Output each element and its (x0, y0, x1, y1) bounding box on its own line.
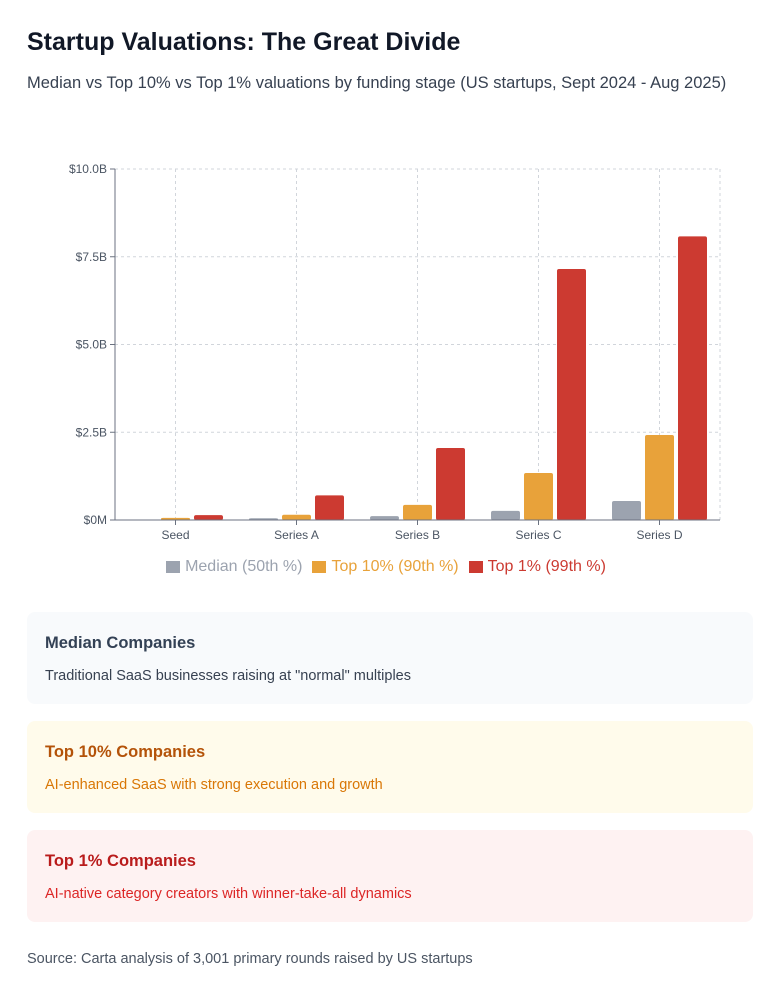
y-tick-label: $10.0B (69, 162, 107, 176)
x-tick-label: Seed (161, 528, 189, 542)
card-median: Median Companies Traditional SaaS busine… (27, 612, 753, 704)
source-note: Source: Carta analysis of 3,001 primary … (27, 951, 473, 967)
x-tick-label: Series C (515, 528, 561, 542)
bar-top-series-d (678, 236, 707, 520)
y-tick-label: $5.0B (76, 338, 107, 352)
bar-top-seed (194, 515, 223, 520)
card-title: Top 10% Companies (45, 743, 206, 761)
bar-top-series-c (557, 269, 586, 520)
legend-item-top1[interactable]: Top 1% (99th %) (468, 558, 606, 576)
bar-top-series-b (436, 448, 465, 520)
legend-item-median[interactable]: Median (50th %) (166, 558, 302, 576)
y-tick-label: $7.5B (76, 250, 107, 264)
bar-chart: $0M $2.5B $5.0B $7.5B $10.0B Seed Series A Seri… (69, 162, 721, 542)
x-tick-label: Series B (395, 528, 440, 542)
card-top10: Top 10% Companies AI-enhanced SaaS with … (27, 721, 753, 813)
bar-top-series-c (524, 472, 553, 520)
y-tick-label: $2.5B (76, 425, 107, 439)
legend-label: Top 1% (99th %) (487, 558, 606, 575)
bar-top-series-a (282, 514, 311, 520)
page-title: Startup Valuations: The Great Divide (27, 28, 461, 56)
bar-median-series-c (491, 510, 520, 520)
legend-swatch (312, 561, 327, 573)
legend-label: Median (50th %) (185, 558, 303, 575)
page-subtitle: Median vs Top 10% vs Top 1% valuations b… (27, 74, 727, 92)
legend-label: Top 10% (90th %) (331, 558, 459, 575)
legend-item-top10[interactable]: Top 10% (90th %) (312, 558, 459, 576)
card-text: AI-enhanced SaaS with strong execution a… (45, 777, 383, 793)
x-tick-label: Series D (636, 528, 682, 542)
legend-swatch (468, 561, 483, 573)
card-title: Median Companies (45, 634, 196, 652)
bar-top-seed (161, 517, 190, 520)
chart-legend: Median (50th %) Top 10% (90th %) Top 1% … (0, 558, 772, 576)
bar-top-series-d (645, 435, 674, 520)
x-tick-label: Series A (274, 528, 319, 542)
bar-median-series-d (612, 501, 641, 520)
legend-swatch (166, 561, 181, 573)
bar-median-series-b (370, 516, 399, 520)
bar-top-series-b (403, 504, 432, 520)
y-tick-label: $0M (84, 513, 107, 527)
card-text: Traditional SaaS businesses raising at "… (45, 668, 411, 684)
card-text: AI-native category creators with winner-… (45, 886, 412, 902)
bar-top-series-a (315, 495, 344, 520)
card-top1: Top 1% Companies AI-native category crea… (27, 830, 753, 922)
card-title: Top 1% Companies (45, 852, 196, 870)
